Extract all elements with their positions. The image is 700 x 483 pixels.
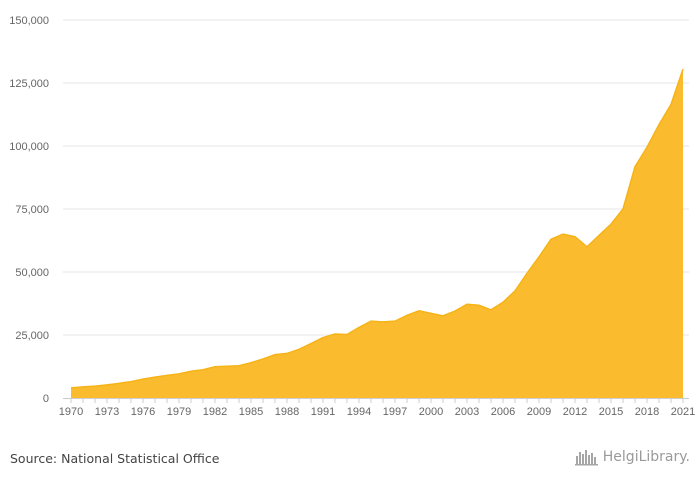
- logo-text: HelgiLibrary.: [602, 449, 690, 465]
- x-tick-label: 1997: [383, 406, 407, 418]
- y-tick-label: 0: [43, 393, 49, 405]
- y-tick-label: 150,000: [9, 15, 49, 27]
- x-tick-label: 2009: [527, 406, 551, 418]
- x-tick-label: 2012: [563, 406, 587, 418]
- x-tick-label: 2006: [491, 406, 515, 418]
- y-tick-label: 25,000: [15, 330, 49, 342]
- x-tick-label: 1973: [95, 406, 119, 418]
- x-tick-label: 2003: [455, 406, 479, 418]
- source-note: Source: National Statistical Office: [10, 451, 220, 466]
- x-tick-label: 1988: [275, 406, 299, 418]
- y-tick-label: 100,000: [9, 141, 49, 153]
- plot-area: [70, 68, 684, 398]
- x-tick-label: 1979: [167, 406, 191, 418]
- x-tick-label: 2000: [419, 406, 443, 418]
- area-chart: 0 25,000 50,000 75,000 100,000 125,000 150,000…: [9, 15, 695, 418]
- series-line: [70, 68, 684, 389]
- x-tick-label: 2018: [635, 406, 659, 418]
- x-tick-label: 1994: [347, 406, 371, 418]
- x-tick-label: 1982: [203, 406, 227, 418]
- axes: 0 25,000 50,000 75,000 100,000 125,000 150,000…: [9, 15, 695, 418]
- x-tick-label: 1985: [239, 406, 263, 418]
- x-tick-label: 2015: [599, 406, 623, 418]
- x-tick-label: 1976: [131, 406, 155, 418]
- y-tick-label: 50,000: [15, 267, 49, 279]
- y-tick-label: 125,000: [9, 78, 49, 90]
- y-tick-label: 75,000: [15, 204, 49, 216]
- skyline-icon: [574, 448, 599, 466]
- x-tick-label: 2021: [671, 406, 695, 418]
- x-tick-label: 1970: [59, 406, 83, 418]
- area-fill: [71, 69, 683, 398]
- helgi-library-logo: HelgiLibrary.: [574, 448, 690, 466]
- x-tick-label: 1991: [311, 406, 335, 418]
